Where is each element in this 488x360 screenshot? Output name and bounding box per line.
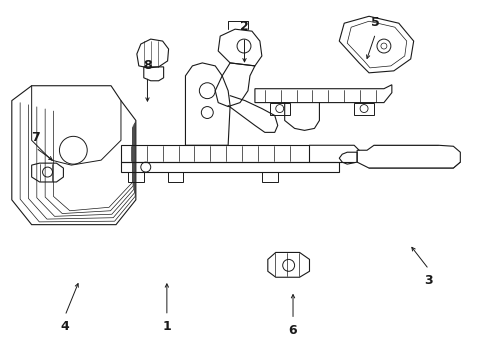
Text: 5: 5 bbox=[370, 16, 379, 29]
Text: 6: 6 bbox=[288, 324, 297, 337]
Text: 7: 7 bbox=[31, 131, 40, 144]
Text: 4: 4 bbox=[61, 320, 69, 333]
Text: 8: 8 bbox=[143, 59, 151, 72]
Text: 3: 3 bbox=[424, 274, 432, 287]
Text: 2: 2 bbox=[240, 20, 248, 33]
Text: 1: 1 bbox=[162, 320, 171, 333]
